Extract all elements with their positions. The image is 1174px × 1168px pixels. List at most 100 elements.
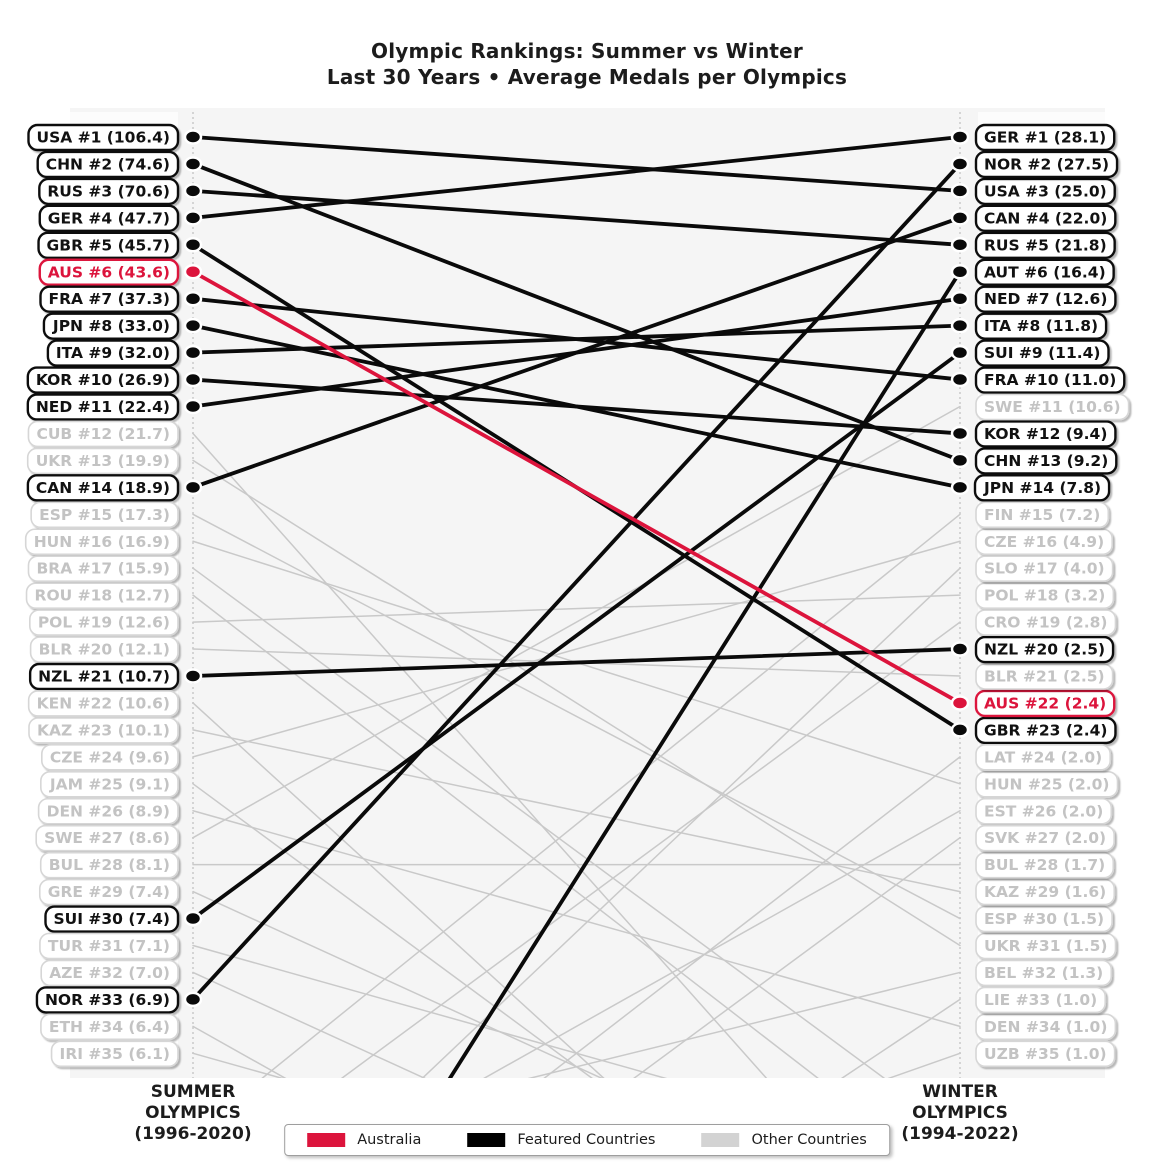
svg-text:KOR #12 (9.4): KOR #12 (9.4) (984, 425, 1107, 443)
dot-RUS-summer (183, 183, 203, 199)
svg-text:KAZ #23 (10.1): KAZ #23 (10.1) (37, 721, 170, 739)
chart-title: Olympic Rankings: Summer vs Winter Last … (0, 38, 1174, 90)
svg-text:BRA #17 (15.9): BRA #17 (15.9) (36, 560, 170, 578)
svg-text:TUR #31 (7.1): TUR #31 (7.1) (48, 937, 170, 955)
dot-CAN-summer (183, 479, 203, 496)
dot-USA-winter (950, 183, 970, 199)
svg-text:POL #18 (3.2): POL #18 (3.2) (984, 587, 1105, 605)
slope-line-LAT (543, 756, 961, 1078)
svg-text:USA #3 (25.0): USA #3 (25.0) (984, 182, 1107, 200)
svg-text:HUN #25 (2.0): HUN #25 (2.0) (984, 775, 1110, 793)
label-ESP-summer: ESP #15 (17.3) (30, 501, 179, 529)
svg-text:GBR #23 (2.4): GBR #23 (2.4) (984, 721, 1107, 739)
svg-text:IRI #35 (6.1): IRI #35 (6.1) (60, 1045, 170, 1063)
svg-text:CRO #19 (2.8): CRO #19 (2.8) (984, 614, 1107, 632)
label-KEN-summer: KEN #22 (10.6) (27, 690, 179, 717)
dot-NOR-summer (183, 991, 203, 1008)
dot-NED-winter (950, 290, 970, 307)
dot-GBR-summer (183, 237, 203, 253)
label-UKR-summer: UKR #13 (19.9) (26, 447, 179, 475)
label-NZL-summer: NZL #21 (10.7) (28, 662, 180, 691)
label-LAT-winter: LAT #24 (2.0) (975, 744, 1112, 771)
svg-text:FRA #10 (11.0): FRA #10 (11.0) (984, 371, 1116, 389)
label-JPN-winter: JPN #14 (7.8) (973, 474, 1111, 502)
rank-dots (183, 129, 970, 1008)
chart-title-line1: Olympic Rankings: Summer vs Winter (371, 39, 803, 63)
label-AUS-summer: AUS #6 (43.6) (38, 258, 180, 286)
dot-FRA-winter (950, 371, 970, 388)
label-KAZ-summer: KAZ #23 (10.1) (28, 717, 179, 744)
slope-line-BEL (527, 971, 961, 1078)
svg-text:HUN #16 (16.9): HUN #16 (16.9) (34, 533, 170, 551)
label-RUS-summer: RUS #3 (70.6) (38, 177, 180, 206)
legend-label-featured: Featured Countries (517, 1132, 656, 1148)
svg-text:NED #7 (12.6): NED #7 (12.6) (984, 290, 1107, 308)
slope-line-ROU (192, 594, 819, 1078)
legend-swatch-australia (307, 1133, 346, 1147)
svg-text:CHN #2 (74.6): CHN #2 (74.6) (46, 155, 170, 173)
label-SWE-winter: SWE #11 (10.6) (975, 393, 1130, 421)
label-FIN-winter: FIN #15 (7.2) (975, 501, 1110, 529)
slope-line-CAN (191, 215, 962, 490)
svg-text:AUS #22 (2.4): AUS #22 (2.4) (984, 694, 1106, 712)
label-GER-summer: GER #4 (47.7) (38, 204, 180, 233)
slope-line-NOR (191, 162, 962, 1002)
slope-line-USA (191, 135, 962, 193)
svg-text:CZE #16 (4.9): CZE #16 (4.9) (984, 533, 1104, 551)
slope-line-CRO (340, 621, 961, 1078)
svg-text:DEN #34 (1.0): DEN #34 (1.0) (984, 1018, 1107, 1036)
dot-RUS-winter (950, 237, 970, 253)
svg-text:SWE #27 (8.6): SWE #27 (8.6) (44, 829, 170, 847)
label-USA-summer: USA #1 (106.4) (27, 123, 180, 152)
label-BLR-winter: BLR #21 (2.5) (975, 663, 1114, 690)
svg-text:FIN #15 (7.2): FIN #15 (7.2) (984, 506, 1100, 524)
svg-text:AZE #32 (7.0): AZE #32 (7.0) (49, 964, 170, 982)
label-SVK-winter: SVK #27 (2.0) (975, 824, 1115, 852)
svg-text:USA #1 (106.4): USA #1 (106.4) (36, 129, 170, 147)
label-EST-winter: EST #26 (2.0) (975, 797, 1113, 825)
label-CAN-summer: CAN #14 (18.9) (26, 474, 180, 502)
svg-text:SUI #9 (11.4): SUI #9 (11.4) (984, 344, 1101, 362)
slope-line-SUI (191, 350, 962, 921)
svg-text:GRE #29 (7.4): GRE #29 (7.4) (48, 883, 170, 901)
slope-lines (191, 135, 962, 1078)
slope-line-NZL (191, 647, 962, 678)
slope-line-SLO (421, 567, 961, 1078)
label-BUL-summer: BUL #28 (8.1) (39, 851, 179, 879)
label-AUS-winter: AUS #22 (2.4) (974, 689, 1116, 718)
label-DEN-winter: DEN #34 (1.0) (975, 1013, 1117, 1041)
svg-text:ITA #9 (32.0): ITA #9 (32.0) (56, 344, 170, 362)
dot-GBR-winter (950, 722, 970, 738)
dot-ITA-winter (950, 317, 970, 334)
dot-CHN-summer (183, 156, 203, 172)
svg-text:ESP #15 (17.3): ESP #15 (17.3) (39, 506, 170, 524)
label-FRA-summer: FRA #7 (37.3) (39, 285, 180, 313)
label-GER-winter: GER #1 (28.1) (974, 123, 1116, 152)
dot-GER-winter (950, 129, 970, 145)
label-AZE-summer: AZE #32 (7.0) (40, 959, 179, 987)
svg-text:AUT #6 (16.4): AUT #6 (16.4) (984, 263, 1106, 281)
svg-text:LAT #24 (2.0): LAT #24 (2.0) (984, 748, 1102, 766)
label-ETH-summer: ETH #34 (6.4) (40, 1013, 179, 1041)
label-BLR-summer: BLR #20 (12.1) (29, 636, 179, 663)
legend-label-australia: Australia (357, 1132, 422, 1148)
label-GBR-winter: GBR #23 (2.4) (974, 716, 1117, 745)
label-TUR-summer: TUR #31 (7.1) (39, 932, 179, 960)
label-ITA-summer: ITA #9 (32.0) (46, 339, 180, 367)
label-BUL-winter: BUL #28 (1.7) (975, 851, 1115, 879)
label-SUI-summer: SUI #30 (7.4) (44, 905, 180, 933)
label-NZL-winter: NZL #20 (2.5) (974, 635, 1115, 664)
label-AUT-winter: AUT #6 (16.4) (974, 258, 1115, 286)
label-SWE-summer: SWE #27 (8.6) (35, 824, 179, 852)
label-ROU-summer: ROU #18 (12.7) (25, 582, 179, 609)
svg-text:GER #1 (28.1): GER #1 (28.1) (984, 129, 1106, 147)
label-CAN-winter: CAN #4 (22.0) (974, 204, 1117, 233)
label-NOR-summer: NOR #33 (6.9) (35, 986, 180, 1014)
svg-text:UKR #13 (19.9): UKR #13 (19.9) (36, 452, 170, 470)
legend-item-featured: Featured Countries (467, 1132, 655, 1148)
legend: Australia Featured Countries Other Count… (284, 1124, 890, 1156)
dot-ITA-summer (183, 344, 203, 361)
svg-text:CAN #14 (18.9): CAN #14 (18.9) (36, 479, 170, 497)
label-UZB-winter: UZB #35 (1.0) (975, 1040, 1116, 1068)
label-NED-winter: NED #7 (12.6) (974, 285, 1117, 313)
